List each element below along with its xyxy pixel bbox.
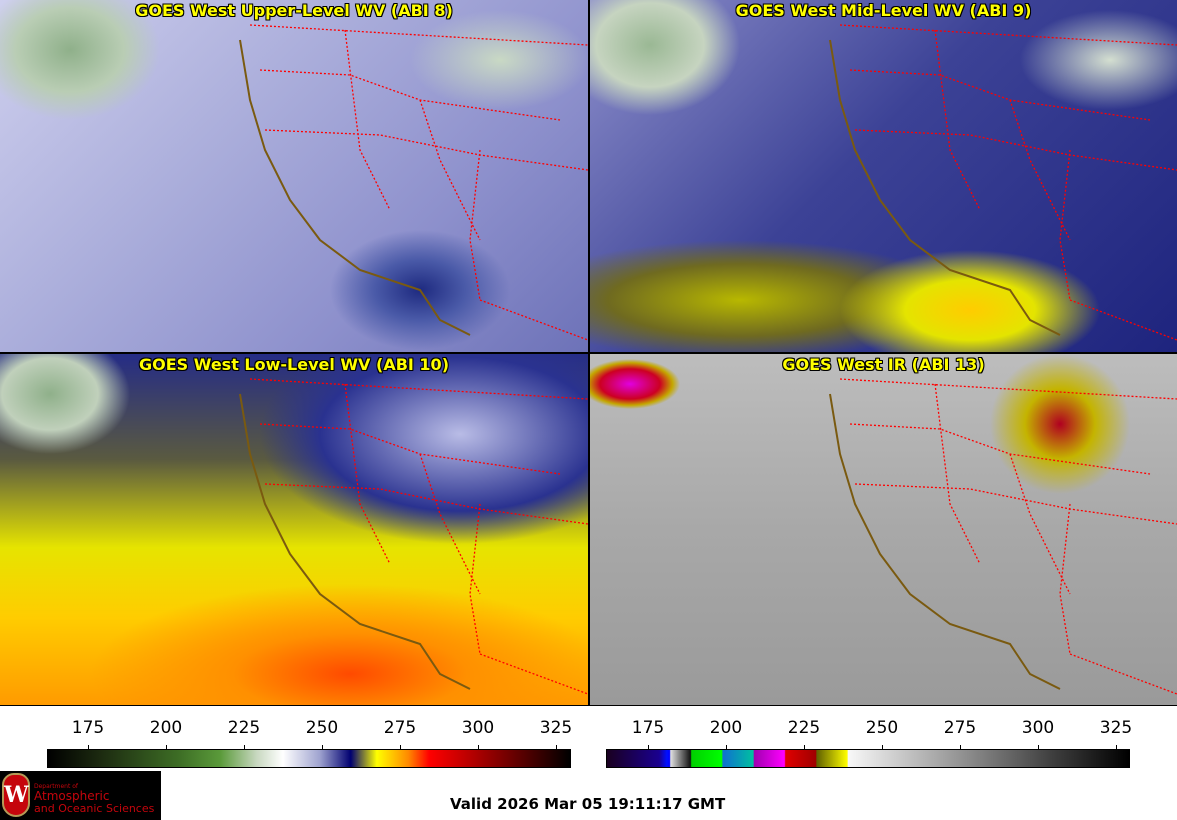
tick-label: 275 bbox=[943, 718, 977, 738]
wv-colorbar bbox=[47, 749, 571, 768]
valid-time: Valid 2026 Mar 05 19:11:17 GMT bbox=[450, 795, 726, 813]
logo-line-3: and Oceanic Sciences bbox=[34, 802, 155, 815]
tick-label: 325 bbox=[1099, 718, 1133, 738]
panel-title: GOES West Mid-Level WV (ABI 9) bbox=[735, 1, 1032, 20]
low-level-wv-panel: GOES West Low-Level WV (ABI 10) bbox=[0, 354, 588, 706]
tick-label: 275 bbox=[383, 718, 417, 738]
panel-divider bbox=[588, 0, 590, 705]
panel-divider bbox=[0, 705, 1177, 706]
panel-title: GOES West IR (ABI 13) bbox=[782, 355, 985, 374]
map-overlay bbox=[829, 24, 1177, 341]
panel-title: GOES West Low-Level WV (ABI 10) bbox=[138, 355, 449, 374]
panel-title: GOES West Upper-Level WV (ABI 8) bbox=[135, 1, 453, 20]
upper-level-wv-panel: GOES West Upper-Level WV (ABI 8) bbox=[0, 0, 588, 352]
tick-label: 225 bbox=[227, 718, 261, 738]
wv-colorbar-ticks: 175 200 225 250 275 300 325 bbox=[47, 718, 573, 750]
map-overlay bbox=[829, 378, 1177, 695]
logo-line-2: Atmospheric bbox=[34, 789, 110, 803]
map-overlay bbox=[239, 378, 588, 695]
tick-label: 300 bbox=[461, 718, 495, 738]
tick-label: 250 bbox=[865, 718, 899, 738]
tick-label: 200 bbox=[149, 718, 183, 738]
ir-panel: GOES West IR (ABI 13) bbox=[590, 354, 1177, 706]
uw-crest-icon: W bbox=[2, 773, 30, 817]
logo-line-1: Department of bbox=[34, 783, 78, 790]
aos-logo: W Department of Atmospheric and Oceanic … bbox=[0, 771, 161, 820]
tick-label: 225 bbox=[787, 718, 821, 738]
tick-label: 325 bbox=[539, 718, 573, 738]
mid-level-wv-panel: GOES West Mid-Level WV (ABI 9) bbox=[590, 0, 1177, 352]
ir-colorbar bbox=[606, 749, 1130, 768]
tick-label: 200 bbox=[709, 718, 743, 738]
tick-label: 175 bbox=[631, 718, 665, 738]
tick-label: 250 bbox=[305, 718, 339, 738]
tick-label: 300 bbox=[1021, 718, 1055, 738]
map-overlay bbox=[239, 24, 588, 341]
ir-colorbar-ticks: 175 200 225 250 275 300 325 bbox=[606, 718, 1133, 750]
tick-label: 175 bbox=[71, 718, 105, 738]
